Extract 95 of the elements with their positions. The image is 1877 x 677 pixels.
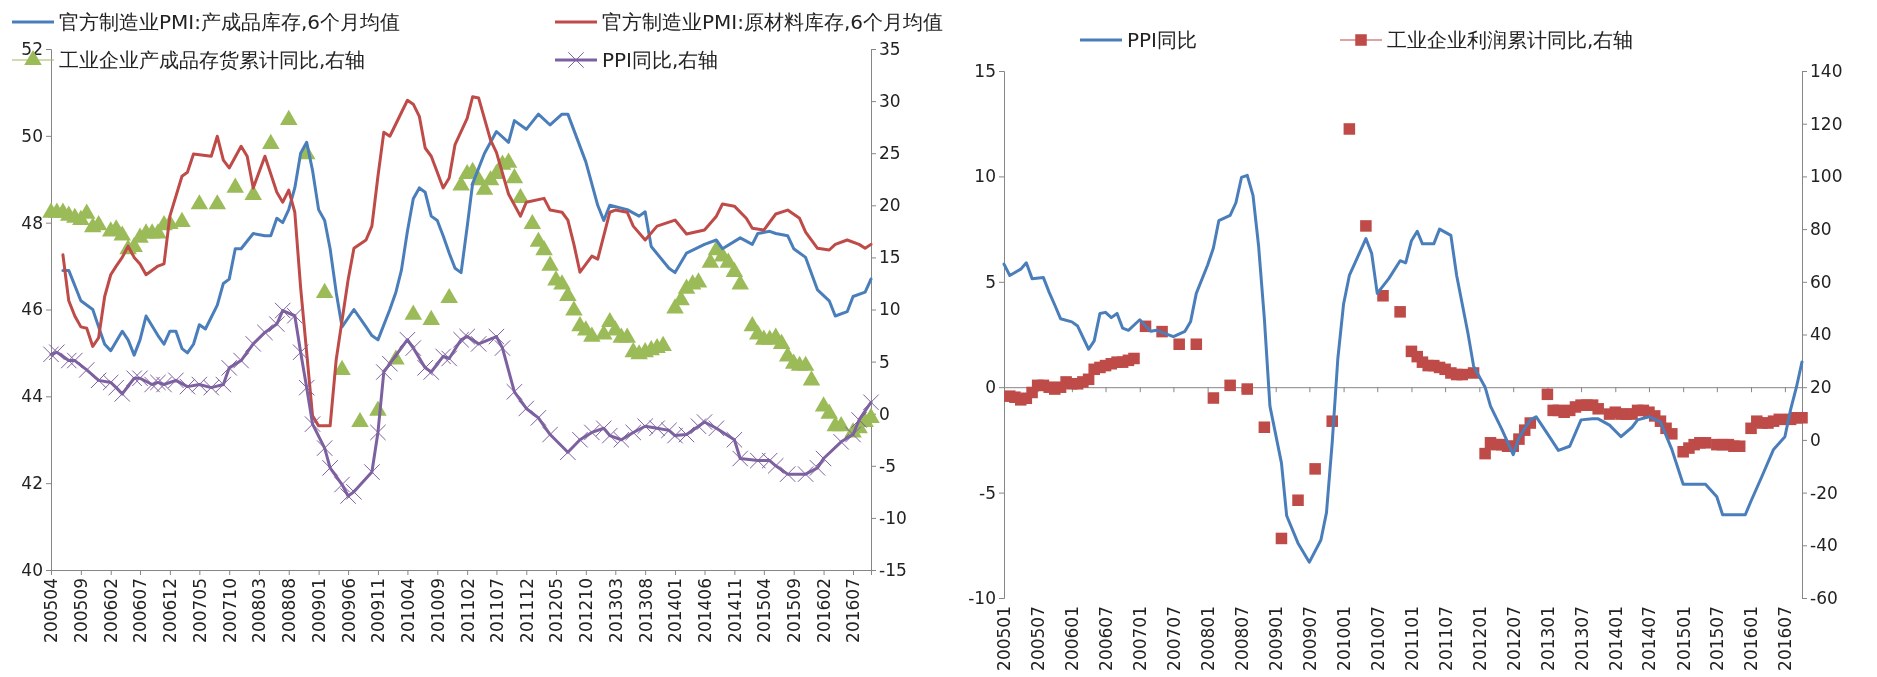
x-tick-label: 201102 [457,578,478,643]
line-series [61,112,873,357]
x-tick-label: 201401 [665,578,686,643]
y-tick-label: 44 [21,386,43,407]
y2-tick-label: 0 [1810,429,1821,450]
y2-tick-label: 5 [879,351,890,372]
x-tick-label: 201009 [427,578,448,643]
x-tick-label: 201307 [1571,606,1592,671]
x-tick-label: 200501 [994,606,1015,671]
y2-tick-label: -40 [1810,535,1838,556]
y2-tick-label: -10 [879,507,907,528]
y2-tick-label: 80 [1810,219,1832,240]
y2-tick-label: 40 [1810,324,1832,345]
y2-tick-label: -60 [1810,587,1838,608]
x-tick-label: 201201 [1469,606,1490,671]
x-tick-label: 201602 [814,578,835,643]
x-tick-label: 201303 [605,578,626,643]
y2-tick-label: 120 [1810,113,1843,134]
y2-tick-label: 60 [1810,271,1832,292]
x-tick-label: 201207 [1503,606,1524,671]
x-tick-label: 200901 [309,578,330,643]
y-tick-label: 40 [21,559,43,580]
x-tick-label: 200707 [1163,606,1184,671]
x-tick-label: 201107 [486,578,507,643]
x-tick-label: 200607 [130,578,151,643]
x-tick-label: 201607 [843,578,864,643]
x-tick-label: 201107 [1435,606,1456,671]
y-tick-label: 42 [21,473,43,494]
y-tick-label: 5 [985,271,996,292]
x-tick-label: 201504 [754,578,775,643]
x-tick-label: 201406 [694,578,715,643]
x-tick-label: 201101 [1401,606,1422,671]
y2-tick-label: -15 [879,559,907,580]
x-tick-label: 200911 [368,578,389,643]
y2-tick-label: 140 [1810,60,1843,81]
legend-label: PPI同比 [1127,28,1198,52]
y-tick-label: 0 [985,377,996,398]
y2-tick-label: 25 [879,143,901,164]
x-tick-label: 200807 [1231,606,1252,671]
x-tick-label: 200602 [101,578,122,643]
y-tick-label: 52 [21,38,43,59]
legend-label: 工业企业产成品存货累计同比,右轴 [59,48,366,72]
x-tick-label: 200607 [1095,606,1116,671]
line-series [1002,173,1804,564]
x-tick-label: 201007 [1367,606,1388,671]
x-tick-label: 200612 [160,578,181,643]
x-tick-label: 200801 [1198,606,1219,671]
legend-label: 工业企业利润累计同比,右轴 [1387,28,1634,52]
y-tick-label: -10 [968,587,996,608]
x-tick-label: 201301 [1537,606,1558,671]
x-tick-label: 200907 [1299,606,1320,671]
y-tick-label: 50 [21,125,43,146]
y-tick-label: -5 [979,482,996,503]
x-tick-label: 201607 [1775,606,1796,671]
x-tick-label: 201411 [724,578,745,643]
x-tick-label: 201001 [1334,606,1355,671]
x-tick-label: 201401 [1605,606,1626,671]
x-tick-label: 200803 [249,578,270,643]
y-tick-label: 48 [21,212,43,233]
x-tick-label: 200504 [41,578,62,643]
x-tick-label: 201205 [546,578,567,643]
x-tick-label: 200808 [279,578,300,643]
y2-tick-label: 100 [1810,166,1843,187]
x-tick-label: 200705 [189,578,210,643]
x-tick-label: 200701 [1130,606,1151,671]
x-tick-label: 200507 [1028,606,1049,671]
x-tick-label: 201601 [1741,606,1762,671]
x-tick-label: 200601 [1062,606,1083,671]
legend-label: 官方制造业PMI:原材料库存,6个月均值 [602,10,944,34]
legend-label: 官方制造业PMI:产成品库存,6个月均值 [59,10,401,34]
x-tick-label: 201112 [516,578,537,643]
y2-tick-label: 35 [879,38,901,59]
x-tick-label: 201501 [1673,606,1694,671]
y2-tick-label: -20 [1810,482,1838,503]
y-tick-label: 46 [21,299,43,320]
y2-tick-label: 30 [879,91,901,112]
x-tick-label: 200906 [338,578,359,643]
y2-tick-label: 20 [1810,377,1832,398]
x-tick-label: 201308 [635,578,656,643]
x-tick-label: 201509 [784,578,805,643]
x-tick-label: 200710 [219,578,240,643]
y2-tick-label: 20 [879,195,901,216]
y-tick-label: 10 [974,166,996,187]
x-tick-label: 200901 [1266,606,1287,671]
legend-label: PPI同比,右轴 [602,48,719,72]
y2-tick-label: -5 [879,455,896,476]
y2-tick-label: 15 [879,247,901,268]
x-tick-label: 201507 [1707,606,1728,671]
x-tick-label: 201407 [1639,606,1660,671]
y2-tick-label: 10 [879,299,901,320]
x-tick-label: 201210 [576,578,597,643]
x-tick-label: 201004 [397,578,418,643]
x-tick-label: 200509 [71,578,92,643]
y2-tick-label: 0 [879,403,890,424]
y-tick-label: 15 [974,60,996,81]
